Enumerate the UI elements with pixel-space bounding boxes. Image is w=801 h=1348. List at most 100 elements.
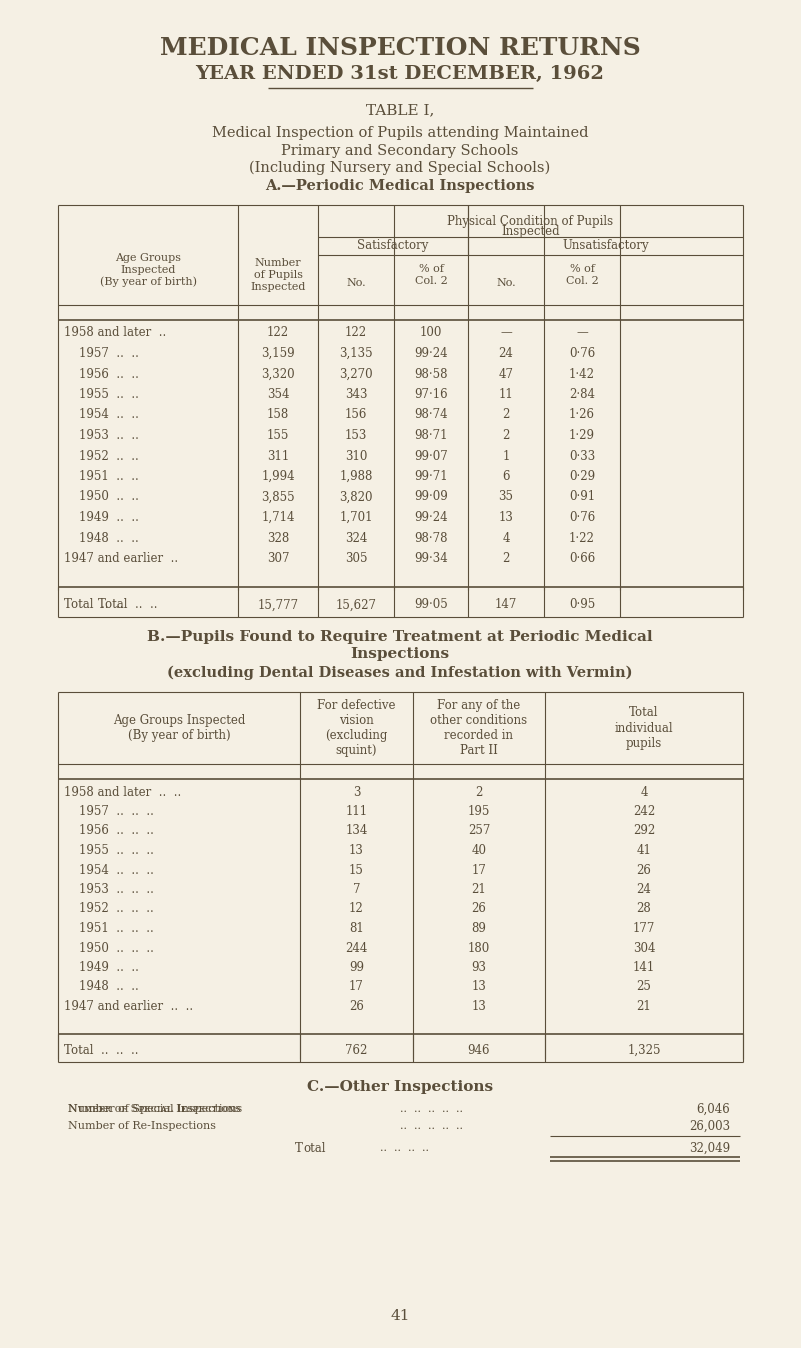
Text: 17: 17 xyxy=(349,980,364,993)
Text: 304: 304 xyxy=(633,941,655,954)
Text: Total  ..  ..  ..: Total .. .. .. xyxy=(64,1043,139,1057)
Text: 1952  ..  ..  ..: 1952 .. .. .. xyxy=(64,903,154,915)
Text: —: — xyxy=(500,326,512,340)
Text: 111: 111 xyxy=(345,805,368,818)
Text: 11: 11 xyxy=(499,388,513,400)
Text: 946: 946 xyxy=(468,1043,490,1057)
Text: Total  ..  ..: Total .. .. xyxy=(99,599,158,612)
Text: 24: 24 xyxy=(637,883,651,896)
Text: 1949  ..  ..: 1949 .. .. xyxy=(64,961,139,975)
Text: 1951  ..  ..: 1951 .. .. xyxy=(64,470,139,483)
Text: Medical Inspection of Pupils attending Maintained: Medical Inspection of Pupils attending M… xyxy=(211,125,588,140)
Text: 1,701: 1,701 xyxy=(340,511,372,524)
Text: 2·84: 2·84 xyxy=(569,388,595,400)
Text: 1·29: 1·29 xyxy=(569,429,595,442)
Text: 1954  ..  ..: 1954 .. .. xyxy=(64,408,139,422)
Text: 99·24: 99·24 xyxy=(414,346,448,360)
Text: B.—Pupils Found to Require Treatment at Periodic Medical: B.—Pupils Found to Require Treatment at … xyxy=(147,630,653,644)
Text: 26: 26 xyxy=(637,864,651,876)
Text: 762: 762 xyxy=(345,1043,368,1057)
Text: —: — xyxy=(576,326,588,340)
Text: 310: 310 xyxy=(344,449,367,462)
Text: 3,159: 3,159 xyxy=(261,346,295,360)
Text: 2: 2 xyxy=(475,786,483,798)
Text: 147: 147 xyxy=(495,599,517,612)
Text: Unsatisfactory: Unsatisfactory xyxy=(562,240,649,252)
Text: 122: 122 xyxy=(345,326,367,340)
Text: 324: 324 xyxy=(344,531,367,545)
Text: 242: 242 xyxy=(633,805,655,818)
Text: 1956  ..  ..  ..: 1956 .. .. .. xyxy=(64,825,154,837)
Text: 1948  ..  ..: 1948 .. .. xyxy=(64,531,139,545)
Text: 21: 21 xyxy=(472,883,486,896)
Text: Inspections: Inspections xyxy=(351,647,449,661)
Text: 98·74: 98·74 xyxy=(414,408,448,422)
Text: Number of Re-Inspections: Number of Re-Inspections xyxy=(68,1122,216,1131)
Text: 1949  ..  ..: 1949 .. .. xyxy=(64,511,139,524)
Text: 99: 99 xyxy=(349,961,364,975)
Text: 1958 and later  ..: 1958 and later .. xyxy=(64,326,167,340)
Text: 26: 26 xyxy=(349,1000,364,1012)
Text: 1950  ..  ..: 1950 .. .. xyxy=(64,491,139,504)
Text: 1: 1 xyxy=(502,449,509,462)
Text: Age Groups
Inspected
(By year of birth): Age Groups Inspected (By year of birth) xyxy=(99,253,196,287)
Text: 40: 40 xyxy=(472,844,486,857)
Text: 81: 81 xyxy=(349,922,364,936)
Text: 15,777: 15,777 xyxy=(257,599,299,612)
Text: 141: 141 xyxy=(633,961,655,975)
Text: 155: 155 xyxy=(267,429,289,442)
Text: 1956  ..  ..: 1956 .. .. xyxy=(64,368,139,380)
Text: 1951  ..  ..  ..: 1951 .. .. .. xyxy=(64,922,154,936)
Text: YEAR ENDED 31st DECEMBER, 1962: YEAR ENDED 31st DECEMBER, 1962 xyxy=(195,65,605,84)
Text: 13: 13 xyxy=(472,1000,486,1012)
Text: 354: 354 xyxy=(267,388,289,400)
Text: 3,855: 3,855 xyxy=(261,491,295,504)
Text: (excluding Dental Diseases and Infestation with Vermin): (excluding Dental Diseases and Infestati… xyxy=(167,666,633,681)
Text: TABLE I,: TABLE I, xyxy=(366,102,434,117)
Text: ..  ..  ..  ..  ..: .. .. .. .. .. xyxy=(400,1104,463,1113)
Text: ..  ..  ..  ..: .. .. .. .. xyxy=(380,1143,429,1153)
Text: 328: 328 xyxy=(267,531,289,545)
Text: 100: 100 xyxy=(420,326,442,340)
Text: 41: 41 xyxy=(637,844,651,857)
Text: 1954  ..  ..  ..: 1954 .. .. .. xyxy=(64,864,154,876)
Text: 156: 156 xyxy=(344,408,367,422)
Text: 13: 13 xyxy=(349,844,364,857)
Text: 1955  ..  ..: 1955 .. .. xyxy=(64,388,139,400)
Text: 0·76: 0·76 xyxy=(569,511,595,524)
Text: For defective
vision
(excluding
squint): For defective vision (excluding squint) xyxy=(317,700,396,758)
Text: 134: 134 xyxy=(345,825,368,837)
Text: 47: 47 xyxy=(498,368,513,380)
Text: 99·05: 99·05 xyxy=(414,599,448,612)
Text: 17: 17 xyxy=(472,864,486,876)
Text: 24: 24 xyxy=(498,346,513,360)
Text: 12: 12 xyxy=(349,903,364,915)
Text: 244: 244 xyxy=(345,941,368,954)
Text: 26,003: 26,003 xyxy=(689,1119,730,1132)
Text: 257: 257 xyxy=(468,825,490,837)
Text: MEDICAL INSPECTION RETURNS: MEDICAL INSPECTION RETURNS xyxy=(159,36,640,61)
Text: 32,049: 32,049 xyxy=(689,1142,730,1154)
Text: Inspected: Inspected xyxy=(501,225,560,239)
Text: 1·26: 1·26 xyxy=(569,408,595,422)
Text: 3,820: 3,820 xyxy=(340,491,372,504)
Text: 97·16: 97·16 xyxy=(414,388,448,400)
Text: 2: 2 xyxy=(502,551,509,565)
Text: 26: 26 xyxy=(472,903,486,915)
Text: 99·71: 99·71 xyxy=(414,470,448,483)
Text: 0·66: 0·66 xyxy=(569,551,595,565)
Text: For any of the
other conditions
recorded in
Part II: For any of the other conditions recorded… xyxy=(430,700,528,758)
Text: 98·58: 98·58 xyxy=(414,368,448,380)
Text: 99·24: 99·24 xyxy=(414,511,448,524)
Text: Age Groups Inspected
(By year of birth): Age Groups Inspected (By year of birth) xyxy=(113,714,245,741)
Text: 1,325: 1,325 xyxy=(627,1043,661,1057)
Text: 1953  ..  ..: 1953 .. .. xyxy=(64,429,139,442)
Text: 28: 28 xyxy=(637,903,651,915)
Text: T: T xyxy=(295,1142,303,1154)
Text: 89: 89 xyxy=(472,922,486,936)
Text: Physical Condition of Pupils: Physical Condition of Pupils xyxy=(448,214,614,228)
Text: 1,988: 1,988 xyxy=(340,470,372,483)
Text: Total
individual
pupils: Total individual pupils xyxy=(614,706,674,749)
Text: % of
Col. 2: % of Col. 2 xyxy=(566,264,598,286)
Text: 2: 2 xyxy=(502,408,509,422)
